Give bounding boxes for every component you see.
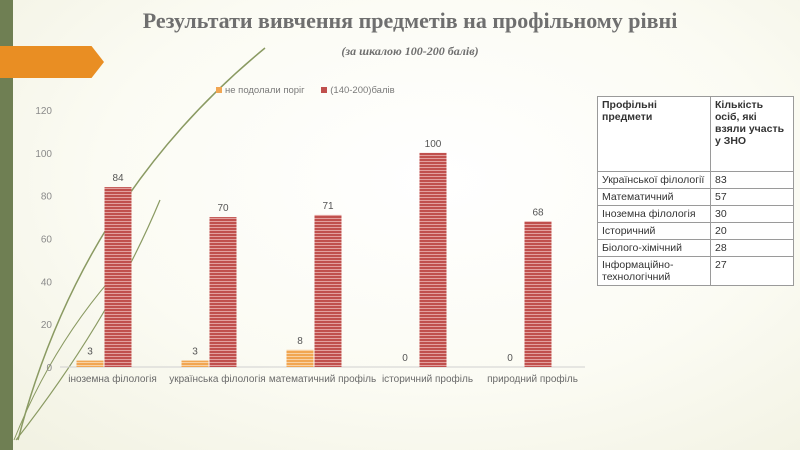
- data-label: 0: [402, 353, 408, 364]
- table-cell: Математичний: [597, 188, 711, 206]
- data-label: 70: [217, 203, 229, 214]
- left-accent-bar: [0, 0, 13, 450]
- x-tick-label: українська філологія: [169, 373, 265, 385]
- legend-label: (140-200)балів: [330, 85, 395, 96]
- data-label: 84: [112, 173, 124, 184]
- bar-140-200: [209, 217, 237, 367]
- legend-item: (140-200)балів: [321, 85, 395, 96]
- participants-table: Профільні предмети Кількість осіб, які в…: [597, 96, 794, 286]
- table-header: Кількість осіб, які взяли участь у ЗНО: [710, 96, 794, 172]
- y-tick-label: 60: [41, 235, 53, 246]
- data-label: 68: [532, 207, 544, 218]
- orange-arrow-decoration: [0, 46, 104, 78]
- legend-swatch: [321, 87, 328, 94]
- x-tick-label: математичний профіль: [269, 373, 376, 385]
- legend-label: не подолали поріг: [225, 85, 305, 96]
- chart-legend: не подолали поріг (140-200)балів: [216, 85, 409, 96]
- x-tick-label: історичний профіль: [382, 373, 473, 385]
- x-tick-label: іноземна філологія: [68, 373, 157, 385]
- bar-140-200: [314, 214, 342, 367]
- y-tick-label: 40: [41, 277, 53, 288]
- table-cell: 57: [710, 188, 794, 206]
- table-row: Української філології 83: [597, 171, 794, 189]
- slide-subtitle: (за шкалою 100-200 балів): [341, 44, 479, 58]
- y-tick-label: 100: [35, 149, 52, 160]
- data-label: 8: [297, 336, 303, 347]
- x-tick-label: природний профіль: [487, 373, 578, 385]
- y-tick-label: 20: [41, 320, 53, 331]
- data-label: 0: [507, 353, 513, 364]
- table-cell: 83: [710, 171, 794, 189]
- bar-not-passed: [181, 360, 209, 367]
- table-cell: 20: [710, 222, 794, 240]
- table-row: Інформаційно-технологічний 27: [597, 256, 794, 286]
- y-tick-label: 0: [46, 363, 52, 374]
- table-cell: Інформаційно-технологічний: [597, 256, 711, 286]
- y-tick-label: 80: [41, 192, 53, 203]
- data-label: 71: [322, 201, 334, 212]
- y-tick-label: 120: [35, 106, 52, 117]
- slide-title: Результати вивчення предметів на профіль…: [142, 8, 678, 33]
- bar-140-200: [419, 152, 447, 367]
- table-row: Математичний 57: [597, 188, 794, 206]
- table-cell: 27: [710, 256, 794, 286]
- bar-not-passed: [76, 360, 104, 367]
- data-label: 3: [192, 347, 198, 358]
- table-row: Біолого-хімічний 28: [597, 239, 794, 257]
- decor-curve: [15, 199, 161, 441]
- table-cell: Біолого-хімічний: [597, 239, 711, 257]
- legend-swatch: [216, 87, 222, 94]
- table-cell: Української філології: [597, 171, 711, 189]
- table-cell: Іноземна філологія: [597, 205, 711, 223]
- table-cell: 28: [710, 239, 794, 257]
- table-row: Історичний 20: [597, 222, 794, 240]
- data-label: 100: [425, 139, 442, 150]
- bar-140-200: [104, 187, 132, 367]
- data-label: 3: [87, 347, 93, 358]
- table-row: Іноземна філологія 30: [597, 205, 794, 223]
- decor-curve: [13, 279, 111, 441]
- bar-140-200: [524, 221, 552, 367]
- table-cell: Історичний: [597, 222, 711, 240]
- table-header-row: Профільні предмети Кількість осіб, які в…: [597, 96, 794, 172]
- table-header: Профільні предмети: [597, 96, 711, 172]
- table-cell: 30: [710, 205, 794, 223]
- bar-not-passed: [286, 349, 314, 367]
- legend-item: не подолали поріг: [216, 85, 305, 96]
